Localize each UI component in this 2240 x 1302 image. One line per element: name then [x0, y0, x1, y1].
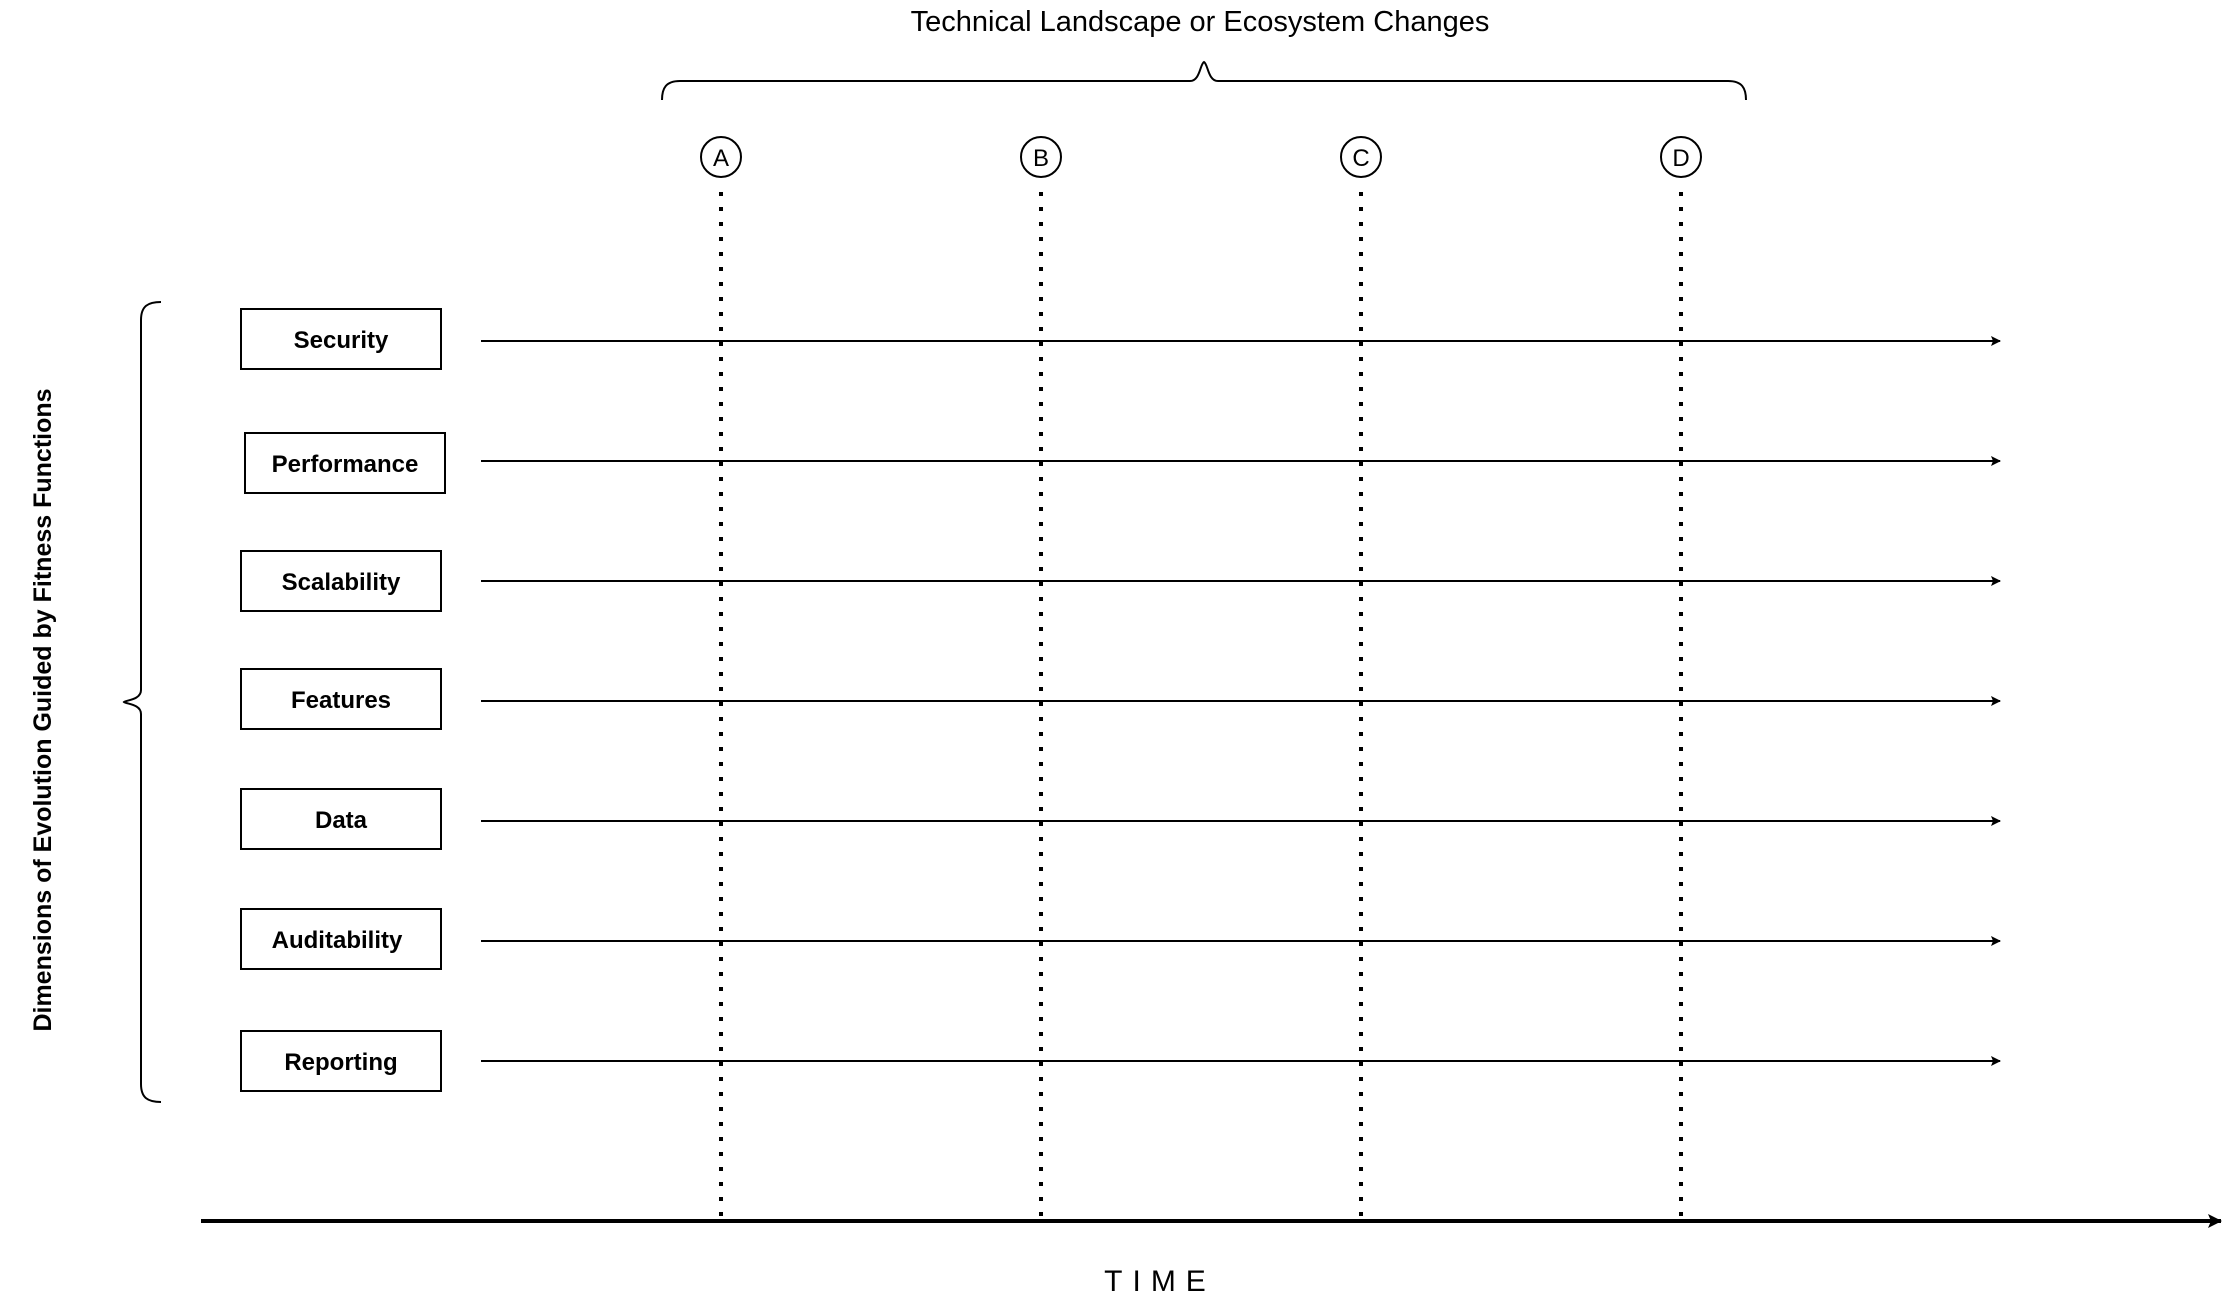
dimension-row-features: Features	[240, 668, 2001, 730]
marker-c-label: C	[1352, 145, 1369, 172]
marker-d-circle	[1660, 136, 1702, 178]
dimension-box-data	[240, 788, 442, 850]
dimension-label-reporting: Reporting	[284, 1049, 397, 1076]
dimension-box-scalability	[240, 550, 442, 612]
dimension-label-auditability: Auditability	[272, 927, 403, 954]
marker-c-circle	[1340, 136, 1382, 178]
dimension-label-security: Security	[294, 327, 389, 354]
marker-b-circle	[1020, 136, 1062, 178]
dimension-row-performance: Performance	[244, 432, 2001, 494]
dimensions-brace	[122, 301, 162, 1103]
dimension-label-features: Features	[291, 687, 391, 714]
marker-a: A	[700, 136, 742, 1222]
marker-d-label: D	[1672, 145, 1689, 172]
dimensions-label: Dimensions of Evolution Guided by Fitnes…	[29, 388, 57, 1031]
landscape-brace	[661, 60, 1747, 101]
time-label: TIME	[1104, 1265, 1216, 1298]
marker-d: D	[1660, 136, 1702, 1222]
dimension-label-performance: Performance	[272, 451, 419, 478]
dimension-row-scalability: Scalability	[240, 550, 2001, 612]
dimension-box-security	[240, 308, 442, 370]
dimension-box-auditability	[240, 908, 442, 970]
marker-b-label: B	[1033, 145, 1049, 172]
marker-b: B	[1020, 136, 1062, 1222]
dimension-label-data: Data	[315, 807, 368, 834]
marker-a-circle	[700, 136, 742, 178]
dimension-box-performance	[244, 432, 446, 494]
dimension-row-security: Security	[240, 308, 2001, 370]
dimension-row-data: Data	[240, 788, 2001, 850]
dimension-label-scalability: Scalability	[282, 569, 401, 596]
marker-a-label: A	[713, 145, 729, 172]
dimension-row-auditability: Auditability	[240, 908, 2001, 970]
dimension-row-reporting: Reporting	[240, 1030, 2001, 1092]
landscape-changes-label: Technical Landscape or Ecosystem Changes	[911, 6, 1490, 38]
marker-c: C	[1340, 136, 1382, 1222]
dimension-box-features	[240, 668, 442, 730]
dimension-box-reporting	[240, 1030, 442, 1092]
